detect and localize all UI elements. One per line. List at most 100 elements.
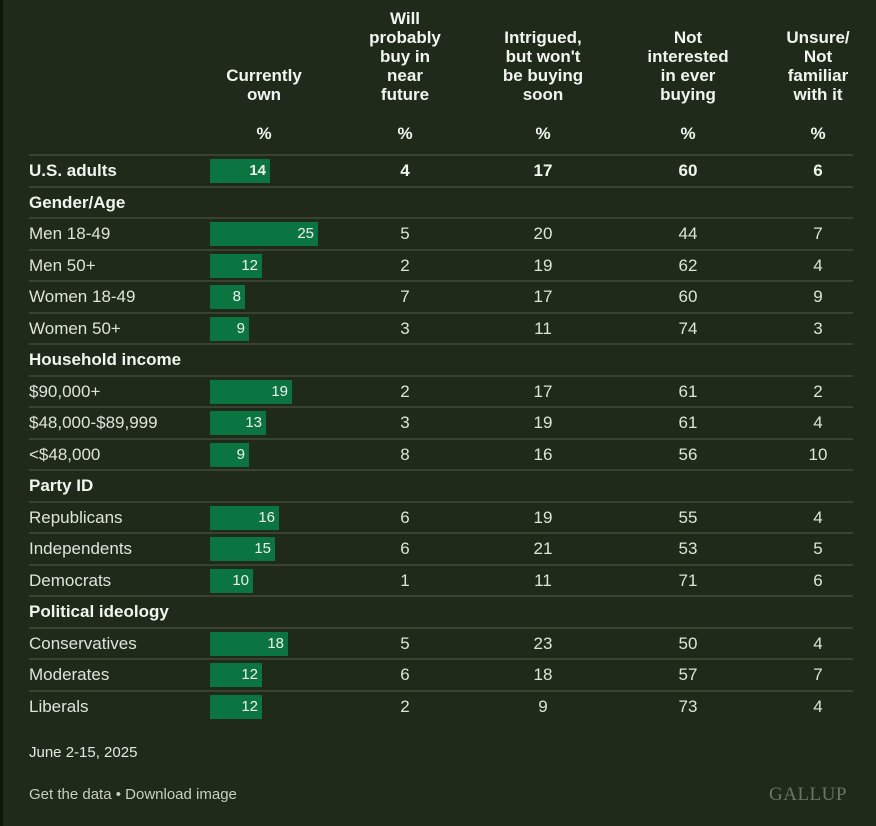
currently-own-value: 25 — [297, 225, 314, 242]
cell-not-interested: 61 — [678, 382, 698, 401]
cell-unsure: 6 — [813, 571, 823, 590]
cell-intrigued: 11 — [534, 319, 552, 338]
row-separator — [29, 249, 853, 251]
table-row: Republicans 16 6 19 55 4 — [29, 502, 853, 533]
table-row: Men 18-49 25 5 20 44 7 — [29, 218, 853, 249]
column-header-line: interested — [647, 47, 729, 66]
currently-own-value: 10 — [232, 572, 249, 589]
row-separator — [29, 343, 853, 345]
column-header-unsure: Unsure/Not familiar with it — [753, 28, 876, 104]
column-header-line: future — [380, 85, 430, 104]
row-label: $48,000-$89,999 — [29, 413, 158, 432]
currently-own-value: 12 — [241, 666, 258, 683]
survey-date: June 2-15, 2025 — [29, 744, 138, 761]
section-header: Gender/Age — [29, 187, 853, 218]
download-image-link[interactable]: Download image — [125, 786, 237, 803]
cell-unsure: 6 — [813, 161, 823, 180]
gallup-logo: GALLUP — [769, 784, 847, 805]
row-separator — [29, 564, 853, 566]
cell-unsure: 4 — [813, 508, 823, 527]
row-separator — [29, 532, 853, 534]
column-header-intrigued: Intrigued, but won't be buying soon — [478, 28, 608, 104]
cell-intrigued: 19 — [533, 508, 553, 527]
total-row: U.S. adults 14 4 17 60 6 — [29, 155, 853, 186]
cell-intrigued: 17 — [533, 287, 553, 306]
cell-intrigued: 16 — [533, 445, 553, 464]
row-separator — [29, 658, 853, 660]
column-header-not-interested: Not interested in ever buying — [623, 28, 753, 104]
table-row: Moderates 12 6 18 57 7 — [29, 659, 853, 690]
column-header-line: Intrigued, — [504, 28, 582, 47]
cell-will-buy-soon: 5 — [400, 224, 410, 243]
cell-will-buy-soon: 8 — [400, 445, 410, 464]
cell-unsure: 4 — [813, 697, 823, 716]
cell-unsure: 5 — [813, 539, 823, 558]
currently-own-value: 12 — [241, 257, 258, 274]
section-header: Household income — [29, 344, 853, 375]
cell-will-buy-soon: 1 — [400, 571, 410, 590]
cell-unsure: 3 — [813, 319, 823, 338]
get-data-link[interactable]: Get the data — [29, 786, 112, 803]
column-header-line: Not — [803, 47, 833, 66]
row-label: Democrats — [29, 571, 112, 590]
cell-intrigued: 9 — [538, 697, 548, 716]
currently-own-value: 9 — [236, 320, 245, 337]
table-row: $90,000+ 19 2 17 61 2 — [29, 376, 853, 407]
cell-not-interested: 74 — [678, 319, 698, 338]
cell-unsure: 7 — [813, 665, 823, 684]
row-label: Conservatives — [29, 634, 137, 653]
currently-own-bar — [210, 411, 266, 435]
row-label: Men 50+ — [29, 256, 96, 275]
row-separator — [29, 186, 853, 188]
cell-not-interested: 50 — [678, 634, 698, 653]
cell-intrigued: 18 — [533, 665, 553, 684]
cell-unsure: 4 — [813, 413, 823, 432]
currently-own-value: 8 — [232, 288, 241, 305]
currently-own-bar — [210, 159, 270, 183]
cell-will-buy-soon: 4 — [400, 161, 410, 180]
cell-unsure: 4 — [813, 634, 823, 653]
currently-own-bar — [210, 443, 249, 467]
cell-intrigued: 23 — [533, 634, 553, 653]
currently-own-value: 19 — [271, 383, 288, 400]
cell-not-interested: 71 — [678, 571, 698, 590]
cell-will-buy-soon: 7 — [400, 287, 410, 306]
cell-not-interested: 44 — [678, 224, 698, 243]
column-header-line: buying — [660, 85, 716, 104]
section-label: Gender/Age — [29, 193, 126, 212]
table-row: Women 18-49 8 7 17 60 9 — [29, 281, 853, 312]
row-separator — [29, 438, 853, 440]
column-header-line: probably — [369, 28, 441, 47]
cell-will-buy-soon: 2 — [400, 382, 410, 401]
cell-not-interested: 73 — [678, 697, 698, 716]
cell-not-interested: 55 — [678, 508, 698, 527]
currently-own-bar — [210, 285, 245, 309]
section-header: Party ID — [29, 470, 853, 501]
column-unit-unsure: % — [810, 124, 826, 143]
cell-unsure: 9 — [813, 287, 823, 306]
column-header-line: Will — [389, 9, 421, 28]
column-header-line: near — [387, 66, 423, 85]
currently-own-bar — [210, 632, 288, 656]
cell-will-buy-soon: 6 — [400, 539, 410, 558]
row-separator — [29, 469, 853, 471]
row-separator — [29, 312, 853, 314]
cell-will-buy-soon: 5 — [400, 634, 410, 653]
row-label: Liberals — [29, 697, 89, 716]
cell-not-interested: 53 — [678, 539, 698, 558]
column-header-line: be buying — [502, 66, 584, 85]
cell-intrigued: 19 — [533, 413, 553, 432]
currently-own-bar — [210, 537, 275, 561]
row-label: Women 50+ — [29, 319, 121, 338]
currently-own-bar — [210, 695, 262, 719]
currently-own-bar — [210, 663, 262, 687]
row-label: Men 18-49 — [29, 224, 111, 243]
cell-not-interested: 56 — [678, 445, 698, 464]
section-label: Household income — [29, 350, 182, 369]
cell-not-interested: 57 — [678, 665, 698, 684]
cell-unsure: 10 — [808, 445, 828, 464]
currently-own-bar — [210, 222, 318, 246]
cell-intrigued: 17 — [533, 382, 553, 401]
table-row: Men 50+ 12 2 19 62 4 — [29, 250, 853, 281]
column-header-will-buy-soon: Will probably buy in near future — [340, 9, 470, 104]
